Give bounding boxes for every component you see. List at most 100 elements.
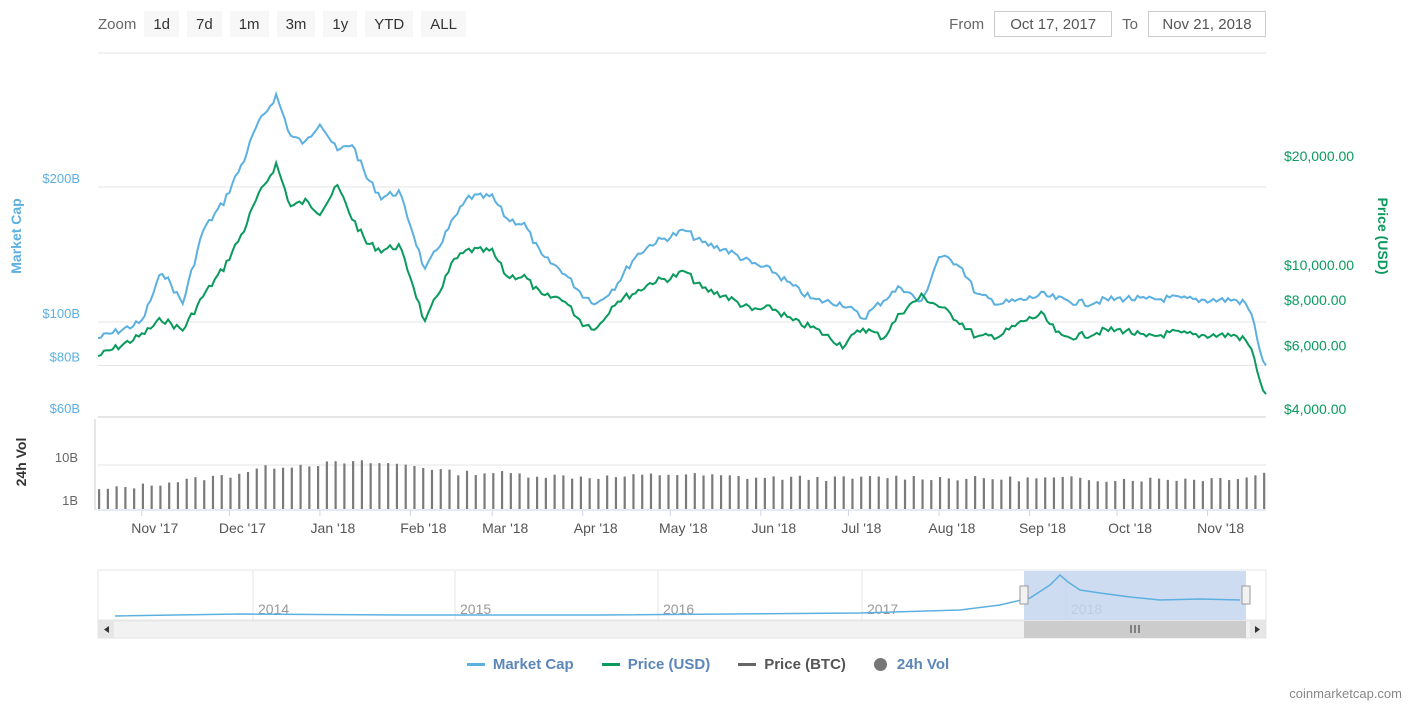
from-label: From: [949, 15, 985, 33]
legend-price-usd[interactable]: Price (USD): [601, 656, 711, 673]
volume-bar: [1184, 478, 1187, 509]
left-axis-tick-label: $80B: [50, 349, 80, 364]
volume-bar: [816, 476, 819, 509]
left-axis-title: Market Cap: [8, 198, 24, 273]
volume-bar: [965, 478, 968, 509]
volume-bar: [194, 477, 197, 509]
volume-bar: [588, 478, 591, 509]
volume-bar: [159, 485, 162, 509]
navigator-selection: [1024, 571, 1246, 620]
volume-bar: [781, 479, 784, 509]
volume-swatch: [873, 658, 887, 671]
to-date-input[interactable]: [1148, 11, 1266, 37]
x-tick-label: Feb '18: [400, 520, 446, 536]
volume-bar: [325, 461, 328, 509]
volume-bar: [895, 475, 898, 509]
zoom-all-button[interactable]: ALL: [421, 11, 466, 37]
from-date-input[interactable]: [994, 11, 1113, 37]
volume-bar: [1228, 480, 1231, 509]
price-chart[interactable]: $200B $100B $80B $60B $20,000.00 $10,000.00 $8…: [0, 0, 1416, 650]
legend-price-usd-label: Price (USD): [627, 656, 711, 673]
volume-bar: [395, 463, 399, 509]
navigator-series-line: [114, 573, 1241, 617]
zoom-3m-button[interactable]: 3m: [276, 11, 316, 37]
right-axis-tick-label: $6,000.00: [1284, 337, 1346, 353]
zoom-1y-button[interactable]: 1y: [323, 11, 358, 37]
volume-bar: [877, 476, 880, 509]
volume-bar: [693, 473, 696, 509]
volume-bar: [991, 479, 994, 509]
volume-bar: [1114, 480, 1117, 509]
volume-bar: [246, 471, 250, 509]
volume-bar: [352, 461, 355, 509]
grid: [94, 52, 1266, 511]
price-usd-swatch: [601, 663, 620, 666]
volume-bar: [448, 469, 451, 509]
volume-bar: [746, 478, 749, 509]
volume-bar: [1044, 477, 1047, 509]
volume-bar: [825, 480, 828, 509]
volume-bar: [886, 478, 889, 509]
volume-bar: [562, 475, 565, 509]
volume-bar: [518, 473, 521, 509]
volume-bar: [1157, 478, 1161, 509]
market-cap-line: [97, 90, 1267, 367]
volume-bar: [474, 475, 477, 509]
volume-bar: [185, 478, 188, 509]
x-tick-label: Jul '18: [841, 520, 881, 536]
volume-axis-tick-label: 10B: [55, 450, 78, 465]
volume-bar: [439, 469, 442, 509]
volume-bars: [98, 460, 1266, 509]
volume-bar: [1079, 477, 1082, 509]
zoom-1m-button[interactable]: 1m: [229, 11, 269, 37]
zoom-label: Zoom: [98, 15, 137, 33]
left-axis-tick-label: $100B: [42, 306, 80, 321]
volume-bar: [308, 466, 311, 509]
volume-bar: [737, 475, 740, 509]
volume-bar: [860, 476, 863, 509]
to-label: To: [1122, 15, 1138, 33]
volume-bar: [632, 474, 635, 509]
zoom-ytd-button[interactable]: YTD: [365, 11, 414, 37]
volume-bar: [676, 475, 679, 509]
volume-bar: [299, 464, 302, 509]
volume-bar: [903, 479, 907, 509]
volume-bar: [387, 463, 390, 509]
volume-bar: [457, 475, 460, 509]
volume-bar: [273, 468, 276, 509]
navigator-tick-label: 2014: [258, 601, 289, 617]
volume-bar: [1105, 481, 1108, 509]
volume-bar: [571, 478, 574, 509]
volume-bar: [281, 467, 285, 509]
volume-bar: [667, 474, 670, 509]
volume-bar: [807, 479, 810, 509]
volume-bar: [1219, 477, 1222, 509]
navigator[interactable]: 20142015201620172018: [97, 569, 1267, 639]
right-axis-tick-label: $10,000.00: [1284, 257, 1354, 273]
volume-bar: [1061, 476, 1064, 509]
volume-bar: [378, 463, 381, 509]
volume-bar: [1000, 479, 1003, 509]
volume-axis-tick-label: 1B: [62, 493, 78, 508]
volume-bar: [1175, 480, 1178, 509]
volume-bar: [912, 475, 915, 509]
volume-bar: [115, 486, 118, 509]
volume-bar: [711, 474, 714, 509]
legend-24h-vol[interactable]: 24h Vol: [873, 656, 949, 673]
volume-bar: [1193, 479, 1196, 509]
zoom-7d-button[interactable]: 7d: [187, 11, 222, 37]
zoom-1d-button[interactable]: 1d: [144, 11, 180, 37]
volume-bar: [833, 476, 837, 509]
volume-bar: [658, 475, 661, 509]
volume-bar: [544, 477, 547, 509]
volume-bar: [483, 473, 486, 509]
legend-price-btc[interactable]: Price (BTC): [738, 656, 846, 673]
legend-market-cap[interactable]: Market Cap: [466, 656, 574, 673]
volume-bar: [921, 479, 924, 509]
volume-bar: [702, 475, 705, 509]
volume-bar: [798, 475, 801, 509]
volume-bar: [641, 474, 644, 509]
credit: coinmarketcap.com: [1289, 686, 1402, 701]
volume-bar: [842, 476, 845, 509]
volume-bar: [1131, 480, 1134, 509]
